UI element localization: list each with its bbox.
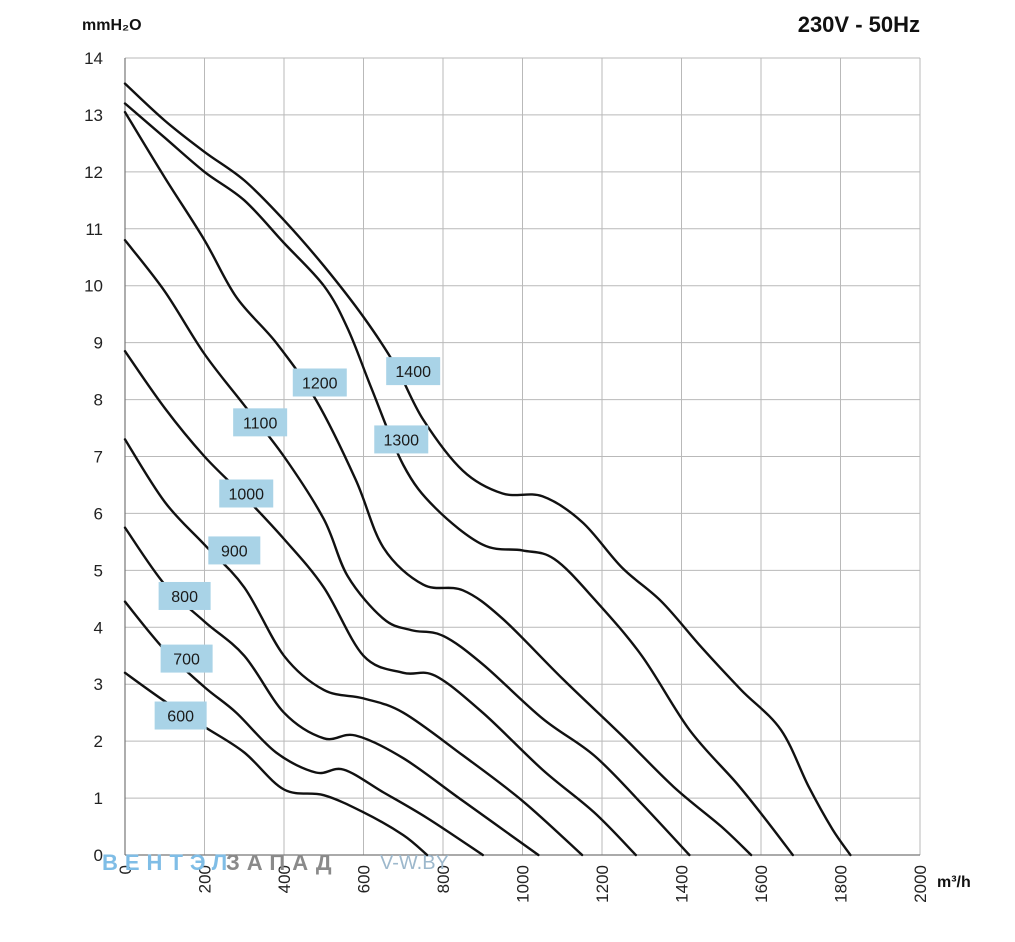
curve-label-box-1400 [386, 357, 441, 386]
y-tick-label-2: 2 [94, 732, 103, 751]
grid [124, 57, 921, 856]
curve-label-text-1300: 1300 [383, 432, 419, 449]
curve-label-800: 800 [158, 581, 211, 610]
curve-label-text-600: 600 [167, 709, 194, 726]
curve-label-box-900 [208, 536, 261, 565]
curve-label-text-900: 900 [221, 543, 248, 560]
curve-1300 [123, 102, 794, 857]
y-axis-label: mmH₂O [82, 17, 142, 34]
y-tick-label-13: 13 [84, 106, 103, 125]
curve-1000 [123, 350, 637, 857]
curve-label-box-800 [158, 581, 211, 610]
curve-label-box-1100 [233, 408, 288, 437]
x-tick-label-2000: 2000 [911, 865, 930, 903]
curve-label-text-700: 700 [173, 652, 200, 669]
x-tick-label-200: 200 [196, 865, 215, 893]
y-tick-label-1: 1 [94, 789, 103, 808]
curve-label-1300: 1300 [374, 425, 429, 454]
curve-label-900: 900 [208, 536, 261, 565]
y-tick-label-10: 10 [84, 277, 103, 296]
x-axis-ticks: 0 200 400 600 800 1000 1200 1400 1600 1800 2000 [116, 865, 930, 903]
y-tick-label-14: 14 [84, 49, 103, 68]
curve-label-box-700 [160, 644, 213, 673]
curve-600 [123, 671, 429, 857]
curve-label-1200: 1200 [292, 368, 347, 397]
x-tick-label-1000: 1000 [514, 865, 533, 903]
y-tick-label-5: 5 [94, 561, 103, 580]
y-tick-label-11: 11 [85, 220, 103, 239]
watermark-part-1: ВЕНТЭЛ [102, 850, 234, 875]
watermark-part-2: ЗАПАД [226, 850, 339, 875]
curve-label-text-1400: 1400 [395, 364, 431, 381]
x-tick-label-1800: 1800 [832, 865, 851, 903]
y-tick-label-9: 9 [94, 334, 103, 353]
curve-label-text-1200: 1200 [302, 375, 338, 392]
curve-label-text-800: 800 [171, 589, 198, 606]
curve-labels: 600 700 800 900 1000 1100 1200 1300 1400 [154, 357, 441, 730]
y-tick-label-0: 0 [94, 846, 103, 865]
y-tick-label-4: 4 [94, 618, 103, 637]
curve-label-1100: 1100 [233, 408, 288, 437]
curve-label-1000: 1000 [219, 479, 274, 508]
curve-label-600: 600 [154, 701, 207, 730]
x-tick-label-1400: 1400 [673, 865, 692, 903]
curve-label-box-1200 [292, 368, 347, 397]
curve-label-text-1100: 1100 [243, 415, 278, 432]
y-tick-label-8: 8 [94, 391, 103, 410]
watermark-part-3: V-W.BY [380, 852, 449, 874]
chart-title: 230V - 50Hz [798, 12, 920, 37]
curve-800 [123, 526, 540, 857]
y-tick-label-6: 6 [94, 504, 103, 523]
curves [123, 82, 852, 857]
x-tick-label-800: 800 [434, 865, 453, 893]
x-tick-label-600: 600 [355, 865, 374, 893]
y-tick-label-3: 3 [94, 675, 103, 694]
y-tick-label-7: 7 [94, 448, 103, 467]
curve-label-1400: 1400 [386, 357, 441, 386]
curve-1100 [123, 239, 691, 857]
x-tick-label-400: 400 [275, 865, 294, 893]
curve-1400 [123, 82, 852, 857]
curve-label-box-600 [154, 701, 207, 730]
curve-label-text-1000: 1000 [228, 487, 264, 504]
y-tick-label-12: 12 [84, 163, 103, 182]
curve-label-box-1000 [219, 479, 274, 508]
x-tick-label-1200: 1200 [593, 865, 612, 903]
x-tick-label-1600: 1600 [752, 865, 771, 903]
curve-900 [123, 438, 584, 857]
curve-label-box-1300 [374, 425, 429, 454]
x-axis-label: m³/h [937, 874, 971, 891]
x-tick-label-0: 0 [116, 865, 135, 874]
curve-label-700: 700 [160, 644, 213, 673]
curve-1200 [123, 110, 753, 857]
watermark: ВЕНТЭЛ ЗАПАД V-W.BY [102, 850, 449, 875]
